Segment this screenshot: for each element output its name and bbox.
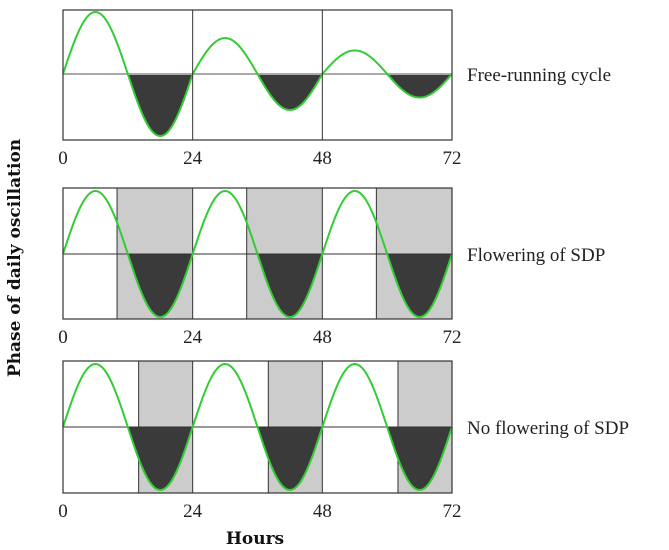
x-tick-label: 0: [58, 148, 68, 169]
x-tick-labels: 0 24 48 72: [58, 327, 461, 348]
x-tick-label: 72: [443, 148, 462, 169]
panel-frame: [62, 360, 453, 494]
x-tick-label: 0: [58, 501, 68, 522]
x-tick-labels: 0 24 48 72: [58, 501, 461, 522]
dark-phase-fill: [127, 254, 452, 317]
x-axis-title: Hours: [226, 529, 284, 549]
x-tick-labels: 0 24 48 72: [58, 148, 461, 169]
panel-frame: [62, 187, 453, 320]
oscillation-curve: [62, 362, 453, 492]
x-tick-label: 0: [58, 327, 68, 348]
oscillation-curve: [62, 189, 453, 319]
gridlines: [192, 10, 323, 140]
panel-flowering: 0 24 48 72 Flowering of SDP: [58, 187, 605, 348]
panel-free-running: 0 24 48 72 Free-running cycle: [58, 9, 611, 169]
panel-label: Flowering of SDP: [467, 245, 605, 266]
x-tick-label: 72: [443, 501, 462, 522]
x-tick-label: 24: [183, 148, 203, 169]
x-tick-label: 24: [183, 501, 203, 522]
panel-no-flowering: 0 24 48 72 No flowering of SDP: [58, 360, 629, 522]
dark-phase-fill: [127, 427, 452, 490]
y-axis-title: Phase of daily oscillation: [5, 139, 25, 377]
x-tick-label: 48: [313, 501, 332, 522]
oscillation-curve: [62, 10, 453, 138]
x-tick-label: 48: [313, 148, 332, 169]
x-tick-label: 72: [443, 327, 462, 348]
x-tick-label: 24: [183, 327, 203, 348]
panel-frame: [62, 9, 453, 141]
dark-phase-fill: [127, 74, 452, 136]
panel-label: Free-running cycle: [467, 65, 611, 86]
panel-label: No flowering of SDP: [467, 418, 629, 439]
x-tick-label: 48: [313, 327, 332, 348]
